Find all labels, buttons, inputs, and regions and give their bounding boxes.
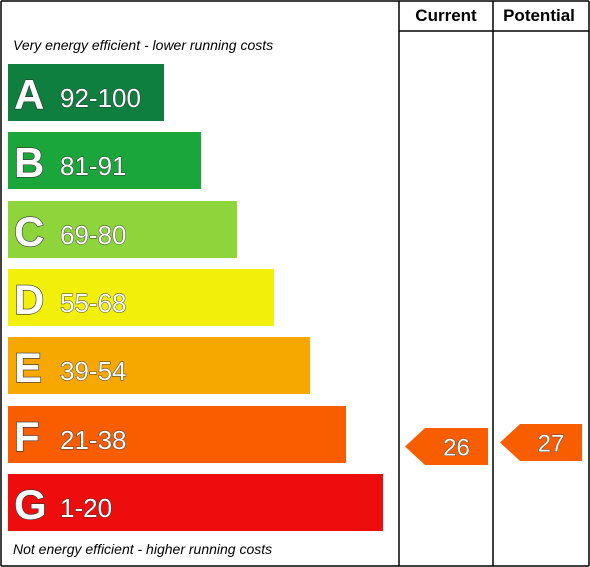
band-e-range: 39-54: [60, 356, 127, 386]
rating-markers: 26 27: [405, 424, 582, 465]
potential-rating-arrow: [500, 424, 582, 461]
band-b-bar: [8, 132, 201, 189]
band-f-range: 21-38: [60, 425, 127, 455]
band-g-letter: G: [14, 481, 47, 528]
current-rating-value: 26: [443, 435, 470, 462]
band-a-bar: [8, 64, 164, 121]
band-g-range: 1-20: [60, 493, 112, 523]
band-e-letter: E: [14, 344, 42, 391]
band-b-range: 81-91: [60, 151, 127, 181]
band-a-letter: A: [14, 71, 44, 118]
band-d-letter: D: [14, 276, 44, 323]
potential-column-header: Potential: [503, 6, 575, 25]
rating-bands: A 92-100 B 81-91 C 69-80 D 55-68 E 39-54 F 21-38 G 1-…: [8, 64, 383, 531]
band-e-bar: [8, 337, 310, 394]
current-rating-arrow: [405, 428, 488, 465]
band-g-bar: [8, 474, 383, 531]
top-note: Very energy efficient - lower running co…: [13, 37, 273, 53]
band-b-letter: B: [14, 139, 44, 186]
band-f-bar: [8, 406, 346, 463]
band-a-range: 92-100: [60, 83, 141, 113]
potential-rating-value: 27: [538, 431, 565, 458]
band-f-letter: F: [14, 413, 40, 460]
band-c-bar: [8, 201, 237, 258]
bottom-note: Not energy efficient - higher running co…: [13, 541, 272, 557]
band-d-bar: [8, 269, 274, 326]
band-d-range: 55-68: [60, 288, 127, 318]
band-c-range: 69-80: [60, 220, 127, 250]
current-column-header: Current: [415, 6, 477, 25]
band-c-letter: C: [14, 208, 44, 255]
